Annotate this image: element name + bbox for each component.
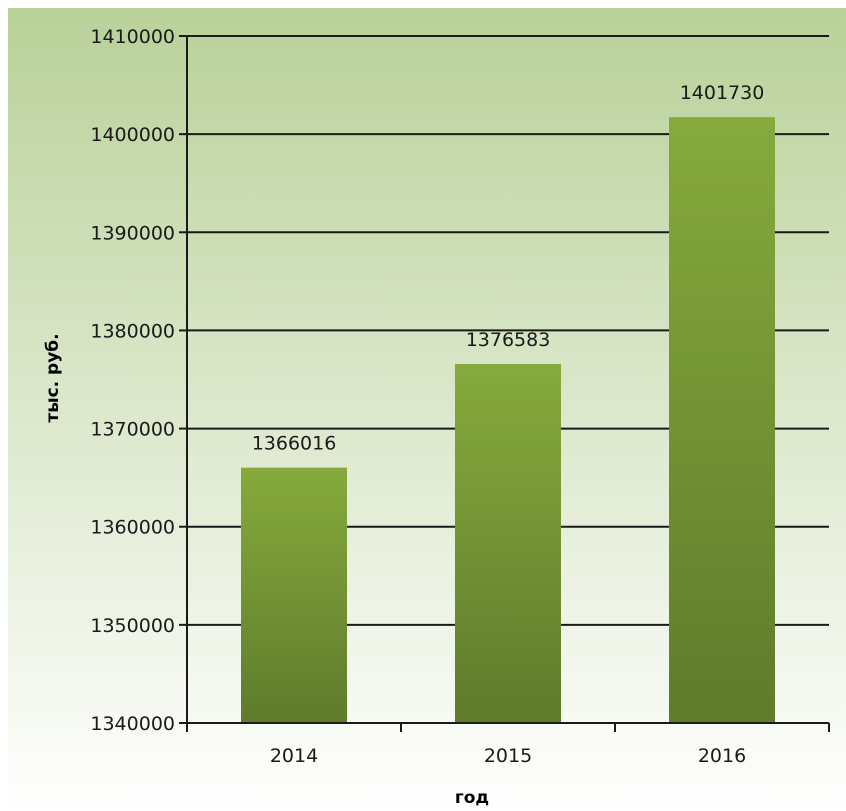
x-tick-label-2016: 2016 bbox=[698, 745, 746, 767]
x-axis-title: год bbox=[455, 788, 489, 808]
y-tick-label: 1400000 bbox=[90, 124, 175, 146]
data-label-2015: 1376583 bbox=[466, 329, 551, 351]
x-tick-label-2014: 2014 bbox=[270, 745, 318, 767]
y-tick-label: 1380000 bbox=[90, 320, 175, 342]
x-tick-label-2015: 2015 bbox=[484, 745, 532, 767]
y-tick-label: 1340000 bbox=[90, 713, 175, 735]
y-axis-title: тыс. руб. bbox=[43, 333, 63, 422]
y-tick-label: 1390000 bbox=[90, 222, 175, 244]
data-label-2016: 1401730 bbox=[680, 82, 765, 104]
y-tick-label: 1350000 bbox=[90, 615, 175, 637]
y-tick-label: 1370000 bbox=[90, 419, 175, 441]
y-tick-label: 1360000 bbox=[90, 517, 175, 539]
data-label-2014: 1366016 bbox=[252, 433, 337, 455]
axes bbox=[179, 35, 830, 732]
bars bbox=[241, 117, 775, 724]
labels: 1340000 1350000 1360000 1370000 1380000 13900… bbox=[90, 26, 764, 767]
y-tick-label: 1410000 bbox=[90, 26, 175, 48]
bar-2014 bbox=[241, 467, 347, 723]
bar-2015 bbox=[455, 363, 561, 723]
bar-2016 bbox=[669, 117, 775, 724]
